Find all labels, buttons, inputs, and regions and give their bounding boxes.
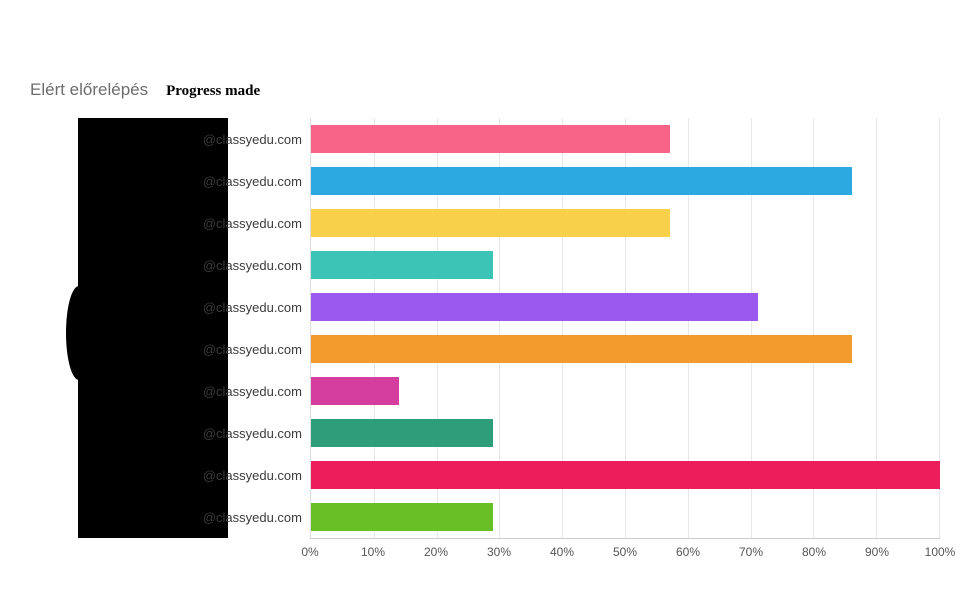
y-label-text: @classyedu.com [203, 426, 302, 441]
bar [311, 251, 493, 279]
x-tick-label: 40% [550, 545, 574, 559]
y-label-row: @classyedu.com [30, 286, 310, 328]
bar-row [311, 118, 940, 160]
y-label-text: @classyedu.com [203, 468, 302, 483]
bar-row [311, 496, 940, 538]
y-label-text: @classyedu.com [203, 300, 302, 315]
bar [311, 293, 758, 321]
y-label-text: @classyedu.com [203, 132, 302, 147]
x-tick-label: 0% [301, 545, 318, 559]
y-label-row: @classyedu.com [30, 118, 310, 160]
bar [311, 503, 493, 531]
y-label-text: @classyedu.com [203, 384, 302, 399]
x-tick-label: 90% [865, 545, 889, 559]
bar-row [311, 244, 940, 286]
chart-title-english: Progress made [166, 83, 260, 100]
y-label-row: @classyedu.com [30, 328, 310, 370]
y-label-row: @classyedu.com [30, 244, 310, 286]
bar [311, 461, 940, 489]
chart-title-native: Elért előrelépés [30, 80, 148, 100]
progress-chart: Elért előrelépés Progress made @classyed… [30, 80, 940, 568]
y-label-text: @classyedu.com [203, 342, 302, 357]
bar-row [311, 454, 940, 496]
bar-row [311, 370, 940, 412]
x-axis: 0%10%20%30%40%50%60%70%80%90%100% [310, 538, 940, 568]
y-label-text: @classyedu.com [203, 258, 302, 273]
y-label-row: @classyedu.com [30, 202, 310, 244]
bar-row [311, 160, 940, 202]
y-axis-labels: @classyedu.com @classyedu.com @classyedu.c… [30, 118, 310, 538]
y-label-row: @classyedu.com [30, 496, 310, 538]
y-label-text: @classyedu.com [203, 216, 302, 231]
x-tick-label: 10% [361, 545, 385, 559]
y-label-row: @classyedu.com [30, 370, 310, 412]
y-label-row: @classyedu.com [30, 160, 310, 202]
bar [311, 125, 670, 153]
bar [311, 335, 852, 363]
y-label-text: @classyedu.com [203, 174, 302, 189]
x-tick-label: 80% [802, 545, 826, 559]
y-label-text: @classyedu.com [203, 510, 302, 525]
x-tick-label: 100% [925, 545, 956, 559]
x-tick-label: 60% [676, 545, 700, 559]
bar [311, 377, 399, 405]
chart-body: @classyedu.com @classyedu.com @classyedu.c… [30, 118, 940, 538]
x-tick-label: 50% [613, 545, 637, 559]
bar-row [311, 328, 940, 370]
plot-area [310, 118, 940, 538]
x-tick-label: 70% [739, 545, 763, 559]
bars-group [311, 118, 940, 538]
y-label-row: @classyedu.com [30, 412, 310, 454]
bar-row [311, 202, 940, 244]
x-tick-label: 20% [424, 545, 448, 559]
bar-row [311, 286, 940, 328]
bar-row [311, 412, 940, 454]
bar [311, 167, 852, 195]
y-label-row: @classyedu.com [30, 454, 310, 496]
bar [311, 209, 670, 237]
chart-titles: Elért előrelépés Progress made [30, 80, 940, 100]
x-tick-label: 30% [487, 545, 511, 559]
bar [311, 419, 493, 447]
